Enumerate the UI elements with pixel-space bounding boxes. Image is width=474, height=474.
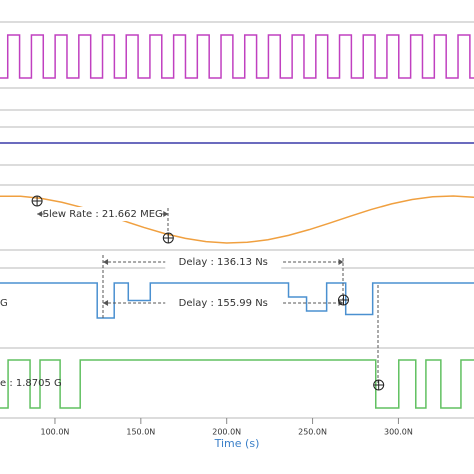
annotation-label: Delay : 136.13 Ns — [179, 257, 268, 268]
annotation-label: Slew Rate : 21.662 MEG — [43, 209, 163, 220]
annotation-label: G — [0, 298, 8, 309]
x-tick-label: 250.0N — [298, 428, 327, 437]
x-tick-label: 300.0N — [384, 428, 413, 437]
annotation-bg — [165, 255, 282, 269]
cursor-cross — [163, 233, 174, 243]
x-tick-label: 100.0N — [41, 428, 70, 437]
annotation-bg — [44, 207, 161, 221]
x-axis-label: Time (s) — [214, 437, 260, 450]
annotation-bg — [165, 296, 282, 310]
cursor-cross — [373, 380, 384, 390]
waveform — [0, 282, 474, 319]
cursor-cross — [338, 295, 349, 305]
waveform — [0, 359, 474, 409]
waveform — [0, 34, 474, 79]
x-tick-label: 150.0N — [126, 428, 155, 437]
annotation-label: Delay : 155.99 Ns — [179, 298, 268, 309]
cursor-cross — [32, 196, 43, 206]
annotation-label: e : 1.8705 G — [0, 378, 62, 389]
waveform — [0, 195, 474, 244]
x-tick-label: 200.0N — [212, 428, 241, 437]
